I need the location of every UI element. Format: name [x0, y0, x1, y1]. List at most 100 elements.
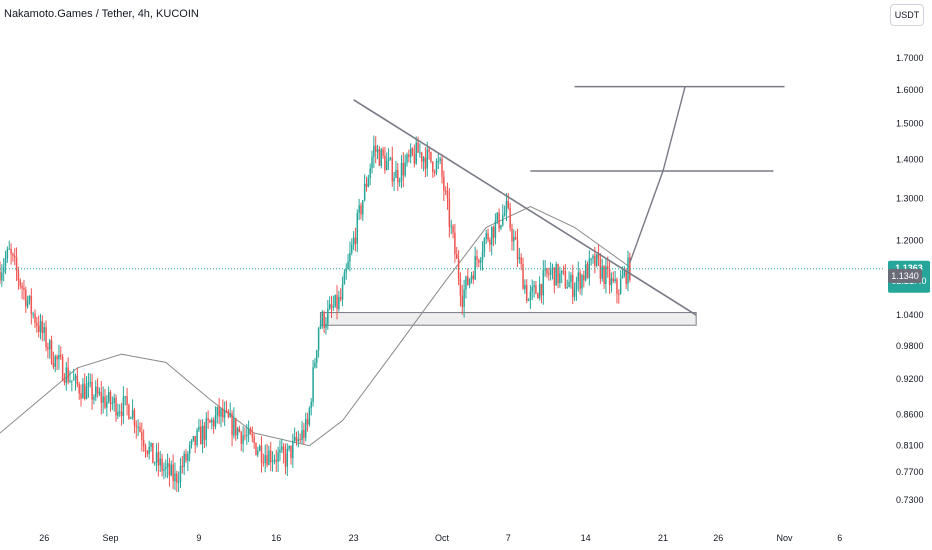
- candle-body: [428, 149, 430, 152]
- candle-body: [111, 402, 114, 405]
- candle-body: [444, 190, 447, 192]
- candle-body: [397, 169, 399, 183]
- candle-body: [430, 151, 432, 162]
- candle-body: [618, 293, 620, 295]
- candle-body: [365, 183, 368, 187]
- candle-body: [89, 382, 91, 384]
- candle-body: [546, 268, 548, 274]
- candle-body: [23, 288, 25, 290]
- candle-body: [420, 152, 423, 162]
- candle-body: [301, 429, 303, 441]
- candle-body: [568, 281, 570, 288]
- candle-body: [282, 446, 285, 454]
- candle-body: [610, 278, 613, 286]
- candle-body: [404, 162, 406, 176]
- candle-body: [304, 419, 307, 438]
- current-price-layer: 1.136302:21:401.1340: [0, 260, 930, 293]
- candle-body: [264, 455, 266, 464]
- candle-body: [190, 440, 193, 446]
- candle-body: [233, 418, 235, 436]
- candle-body: [1, 272, 3, 281]
- candle-body: [155, 452, 158, 463]
- candle-body: [459, 278, 462, 296]
- candle-body: [478, 259, 480, 263]
- x-tick-label: 16: [271, 533, 281, 543]
- candle-body: [223, 410, 226, 418]
- candle-body: [559, 273, 561, 284]
- candle-body: [619, 278, 622, 294]
- candle-body: [483, 238, 486, 253]
- candle-body: [74, 375, 77, 380]
- candle-body: [398, 180, 401, 183]
- candle-body: [277, 452, 279, 462]
- candle-body: [268, 450, 270, 465]
- candle-body: [107, 392, 110, 402]
- candle-body: [306, 419, 309, 425]
- candle-body: [50, 340, 53, 364]
- candle-body: [393, 177, 395, 182]
- candle-body: [627, 257, 629, 284]
- candle-body: [30, 295, 33, 314]
- candle-body: [358, 205, 360, 213]
- candle-body: [253, 437, 255, 444]
- candle-body: [205, 418, 208, 440]
- candle-body: [286, 448, 289, 467]
- candle-body: [218, 407, 220, 417]
- candle-body: [179, 465, 182, 482]
- x-tick-label: Sep: [102, 533, 118, 543]
- candle-body: [417, 142, 419, 153]
- candle-body: [146, 450, 149, 454]
- candle-body: [432, 161, 434, 172]
- candle-body: [514, 237, 517, 240]
- x-tick-label: 26: [39, 533, 49, 543]
- candle-body: [323, 313, 325, 328]
- candle-body: [564, 271, 567, 289]
- candle-body: [37, 325, 40, 332]
- x-tick-label: 14: [581, 533, 591, 543]
- candle-body: [293, 436, 296, 441]
- time-axis[interactable]: 26 Sep 9 16 23 Oct 7 14 21 26 Nov 6: [39, 533, 842, 543]
- candle-body: [288, 445, 290, 449]
- candle-body: [513, 237, 515, 242]
- candle-body: [507, 200, 510, 208]
- candle-body: [562, 270, 565, 272]
- candle-body: [262, 462, 265, 464]
- candle-body: [629, 257, 631, 280]
- currency-button[interactable]: USDT: [890, 4, 924, 26]
- candle-body: [424, 157, 427, 169]
- candle-body: [19, 280, 22, 286]
- candle-body: [553, 267, 556, 286]
- candle-body: [71, 380, 73, 382]
- candle-body: [0, 271, 1, 281]
- x-tick-label: 7: [506, 533, 511, 543]
- candle-body: [257, 450, 259, 455]
- candle-body: [142, 439, 145, 447]
- candle-body: [489, 239, 491, 245]
- candle-body: [542, 270, 545, 296]
- candle-body: [118, 411, 121, 413]
- candle-body: [317, 328, 320, 351]
- candle-body: [402, 162, 405, 176]
- candle-body: [96, 386, 99, 394]
- candle-body: [533, 285, 535, 288]
- price-axis[interactable]: 1.7000 1.6000 1.5000 1.4000 1.3000 1.2000 1.04…: [896, 53, 924, 505]
- candle-body: [4, 258, 7, 267]
- candle-body: [608, 269, 611, 286]
- candle-body: [349, 252, 351, 262]
- candle-body: [328, 304, 331, 309]
- candle-body: [198, 426, 200, 431]
- candle-body: [549, 269, 552, 275]
- candle-body: [352, 237, 355, 245]
- candle-body: [327, 308, 329, 324]
- candle-body: [85, 386, 88, 399]
- candle-body: [131, 410, 134, 418]
- candle-body: [540, 284, 543, 296]
- candle-body: [176, 473, 178, 483]
- candle-body: [500, 225, 502, 229]
- candle-body: [170, 464, 173, 476]
- candle-body: [128, 404, 130, 419]
- candle-body: [419, 152, 421, 154]
- candle-body: [623, 270, 626, 276]
- candle-body: [605, 266, 607, 285]
